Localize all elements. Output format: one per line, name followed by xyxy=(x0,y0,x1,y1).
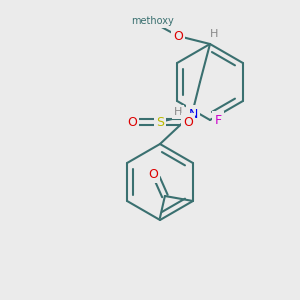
Text: O: O xyxy=(173,29,183,43)
Text: H: H xyxy=(174,107,182,117)
Text: H: H xyxy=(210,29,218,39)
Text: methoxy: methoxy xyxy=(130,16,173,26)
Text: F: F xyxy=(214,113,222,127)
Text: N: N xyxy=(188,107,198,121)
Text: S: S xyxy=(156,116,164,128)
Text: O: O xyxy=(183,116,193,128)
Text: O: O xyxy=(127,116,137,128)
Text: O: O xyxy=(148,167,158,181)
